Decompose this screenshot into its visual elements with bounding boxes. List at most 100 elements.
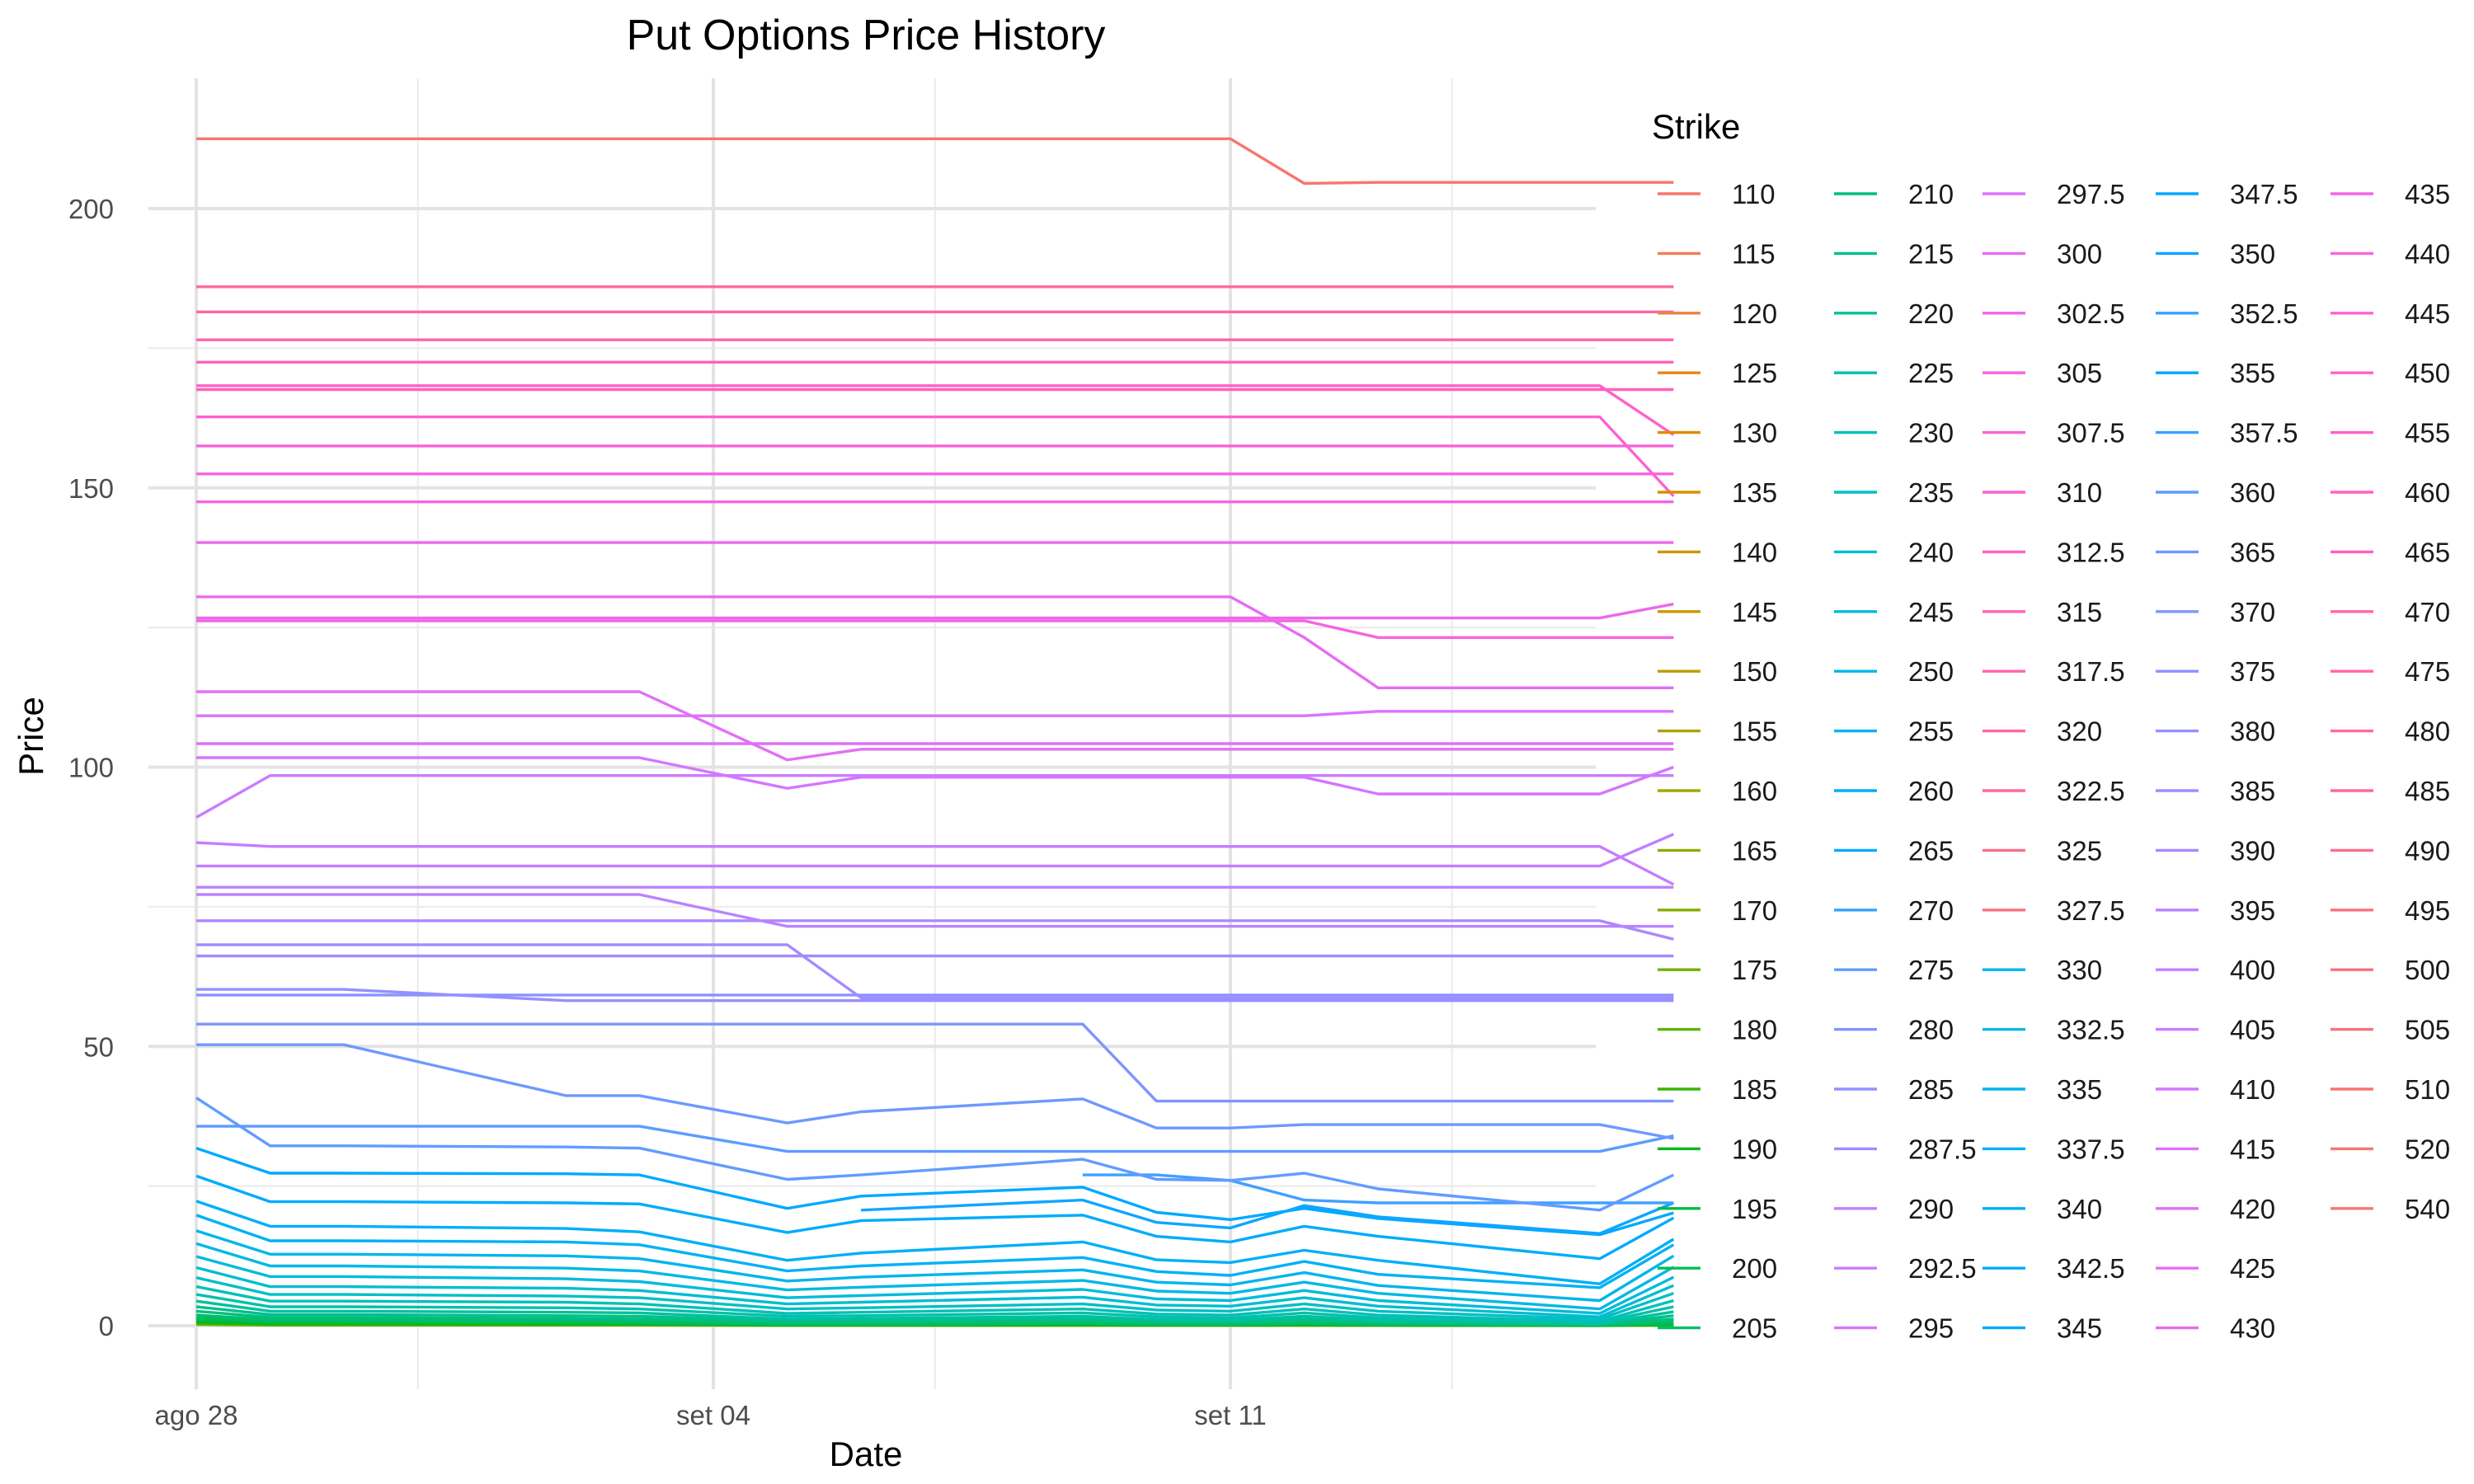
- legend-label: 195: [1732, 1194, 1777, 1224]
- legend-label: 310: [2057, 477, 2102, 508]
- legend-label: 455: [2405, 418, 2450, 448]
- legend-label: 190: [1732, 1134, 1777, 1164]
- series-line: [195, 1200, 1675, 1285]
- legend-label: 342.5: [2057, 1253, 2125, 1284]
- y-axis-ticks: 0 50 100 150 200: [68, 194, 114, 1341]
- series-line: [195, 1266, 1675, 1318]
- series-line: [195, 1276, 1674, 1321]
- series-line: [195, 1293, 1674, 1324]
- legend-label: 365: [2230, 537, 2275, 567]
- legend-label: 300: [2057, 238, 2102, 269]
- legend-label: 225: [1908, 358, 1954, 388]
- legend-label: 495: [2405, 895, 2450, 926]
- legend-label: 260: [1908, 776, 1954, 806]
- legend-label: 312.5: [2057, 537, 2125, 567]
- legend-label: 205: [1732, 1313, 1777, 1344]
- legend-label: 390: [2230, 835, 2275, 866]
- series-line: [196, 919, 1674, 941]
- x-tick-label: set 04: [676, 1400, 750, 1430]
- legend-label: 345: [2057, 1313, 2102, 1344]
- legend-label: 500: [2405, 955, 2450, 985]
- legend-label: 355: [2230, 358, 2275, 388]
- series-line: [196, 943, 1674, 999]
- legend-label: 510: [2405, 1074, 2450, 1105]
- legend-label: 400: [2230, 955, 2275, 985]
- legend-label: 240: [1908, 537, 1954, 567]
- legend-label: 505: [2405, 1015, 2450, 1045]
- legend-label: 200: [1732, 1253, 1777, 1284]
- legend-label: 285: [1908, 1074, 1954, 1105]
- legend-label: 435: [2405, 179, 2450, 209]
- legend-label: 380: [2230, 716, 2275, 747]
- legend: Strike 110 115 120 125 130 135 140 145 150 155 160…: [1652, 107, 2450, 1344]
- series-line: [196, 988, 1674, 1003]
- legend-label: 360: [2230, 477, 2275, 508]
- legend-label: 410: [2230, 1074, 2275, 1105]
- legend-label: 540: [2405, 1194, 2450, 1224]
- legend-label: 420: [2230, 1194, 2275, 1224]
- x-tick-label: ago 28: [155, 1400, 238, 1430]
- legend-label: 340: [2057, 1194, 2102, 1224]
- x-tick-label: set 11: [1194, 1400, 1266, 1430]
- legend-label: 450: [2405, 358, 2450, 388]
- legend-label: 520: [2405, 1134, 2450, 1164]
- legend-label: 280: [1908, 1015, 1954, 1045]
- legend-label: 385: [2230, 776, 2275, 806]
- series-line: [196, 710, 1674, 717]
- legend-label: 460: [2405, 477, 2450, 508]
- legend-label: 415: [2230, 1134, 2275, 1164]
- series-line: [196, 595, 1674, 689]
- series-line: [195, 1214, 1675, 1289]
- legend-label: 315: [2057, 597, 2102, 627]
- series-line: [195, 1284, 1674, 1323]
- legend-label: 235: [1908, 477, 1954, 508]
- series-line: [195, 841, 1675, 886]
- legend-label: 302.5: [2057, 298, 2125, 329]
- legend-label: 110: [1732, 179, 1776, 209]
- legend-label: 115: [1732, 238, 1776, 269]
- y-tick-label: 0: [99, 1311, 114, 1341]
- series-line: [861, 1198, 1675, 1235]
- legend-label: 325: [2057, 835, 2102, 866]
- y-axis-title: Price: [12, 697, 50, 776]
- legend-label: 292.5: [1908, 1253, 1977, 1284]
- legend-label: 317.5: [2057, 656, 2125, 687]
- legend-label: 465: [2405, 537, 2450, 567]
- legend-label: 375: [2230, 656, 2275, 687]
- legend-label: 337.5: [2057, 1134, 2125, 1164]
- legend-label: 150: [1732, 656, 1777, 687]
- x-axis-ticks: ago 28 set 04 set 11: [155, 1400, 1267, 1430]
- legend-label: 440: [2405, 238, 2450, 269]
- legend-label: 155: [1732, 716, 1777, 747]
- legend-label: 330: [2057, 955, 2102, 985]
- legend-label: 255: [1908, 716, 1954, 747]
- series-line: [195, 1146, 1674, 1237]
- legend-label: 347.5: [2230, 179, 2298, 209]
- series-line: [196, 756, 1674, 796]
- series-line: [1082, 1173, 1674, 1205]
- legend-title: Strike: [1652, 107, 1740, 146]
- legend-label: 370: [2230, 597, 2275, 627]
- legend-label: 210: [1908, 179, 1954, 209]
- chart-title: Put Options Price History: [627, 12, 1106, 59]
- legend-label: 170: [1732, 895, 1777, 926]
- legend-label: 445: [2405, 298, 2450, 329]
- legend-label: 490: [2405, 835, 2450, 866]
- legend-label: 425: [2230, 1253, 2275, 1284]
- legend-label: 480: [2405, 716, 2450, 747]
- legend-label: 180: [1732, 1015, 1777, 1045]
- legend-label: 320: [2057, 716, 2102, 747]
- legend-label: 185: [1732, 1074, 1777, 1105]
- legend-label: 287.5: [1908, 1134, 1977, 1164]
- legend-label: 275: [1908, 955, 1954, 985]
- legend-label: 135: [1732, 477, 1777, 508]
- legend-label: 245: [1908, 597, 1954, 627]
- series-line: [196, 893, 1674, 928]
- legend-label: 395: [2230, 895, 2275, 926]
- legend-label: 430: [2230, 1313, 2275, 1344]
- y-tick-label: 150: [68, 473, 114, 504]
- legend-label: 175: [1732, 955, 1777, 985]
- legend-label: 297.5: [2057, 179, 2125, 209]
